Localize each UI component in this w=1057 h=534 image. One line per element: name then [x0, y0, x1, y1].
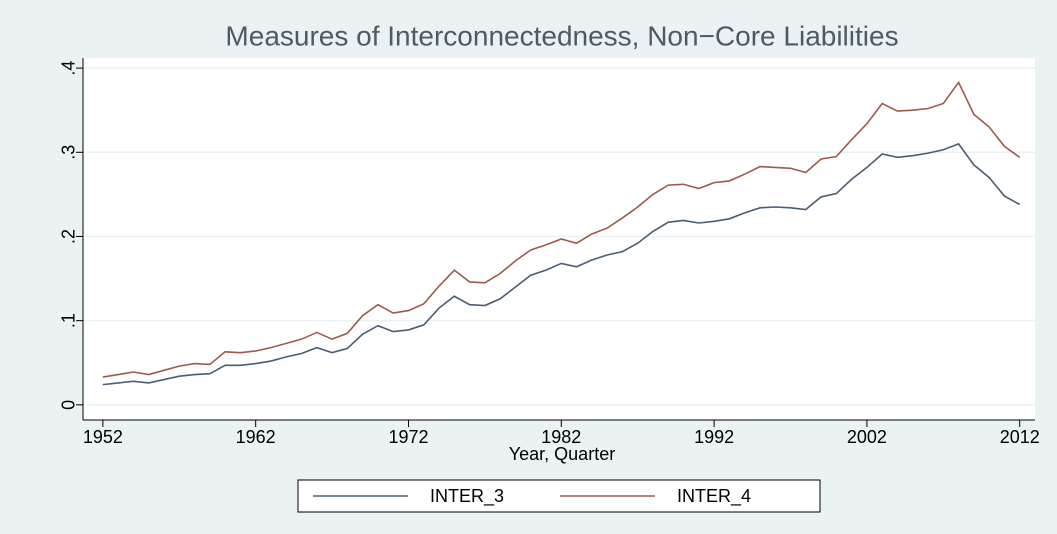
x-tick-label: 1952 — [83, 427, 123, 447]
series-line — [102, 142, 1021, 386]
x-tick-label: 1992 — [694, 427, 734, 447]
x-tick-label: 1962 — [236, 427, 276, 447]
x-axis-label: Year, Quarter — [509, 444, 615, 464]
y-tick-label: 0 — [59, 400, 79, 410]
series-line — [102, 80, 1021, 378]
y-tick-label: .4 — [59, 61, 79, 76]
x-tick-label: 2012 — [1000, 427, 1040, 447]
legend-label: INTER_4 — [677, 486, 751, 507]
chart-title: Measures of Interconnectedness, Non−Core… — [225, 20, 898, 51]
x-tick-label: 1972 — [388, 427, 428, 447]
y-tick-label: .2 — [59, 229, 79, 244]
x-tick-label: 1982 — [541, 427, 581, 447]
plot-area — [83, 58, 1035, 420]
y-tick-label: .3 — [59, 145, 79, 160]
x-tick-label: 2002 — [847, 427, 887, 447]
legend-label: INTER_3 — [430, 486, 504, 507]
y-tick-label: .1 — [59, 313, 79, 328]
